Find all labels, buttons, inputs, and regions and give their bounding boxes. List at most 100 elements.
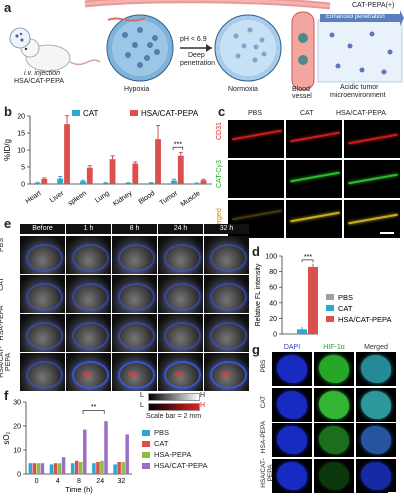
panel-a-letter: a <box>4 0 12 15</box>
injection-label-line1: i.v. injection <box>24 70 61 77</box>
tissue-image <box>314 387 354 422</box>
y-tick-label: 10 <box>13 448 21 455</box>
tissue-image <box>272 352 312 386</box>
x-axis-label: Time (h) <box>65 485 93 494</box>
ultrasound-image <box>66 314 111 352</box>
tissue-image <box>314 352 354 386</box>
normoxia-label: Normoxia <box>228 86 258 93</box>
panel-b-letter: b <box>4 104 12 119</box>
tissue-image <box>356 458 396 493</box>
significance-marker: *** <box>174 141 182 148</box>
hemoglobin-signal <box>82 371 92 377</box>
vessel-signal <box>348 173 398 185</box>
fluorescence-image <box>344 120 400 158</box>
hemoglobin-signal <box>128 371 138 377</box>
y-tick-label: 0 <box>21 182 25 189</box>
bar <box>117 462 121 474</box>
x-tick-label: 4 <box>56 478 60 485</box>
bar <box>79 462 83 474</box>
ultrasound-image <box>20 236 65 274</box>
ultrasound-image <box>204 353 249 391</box>
oxygen-signal <box>118 322 155 350</box>
y-tick-label: 80 <box>269 269 277 276</box>
oxygen-signal <box>72 322 109 350</box>
fluorescence-image <box>344 200 400 238</box>
bar <box>49 464 54 474</box>
oxygen-signal <box>164 283 201 311</box>
bar <box>193 183 200 184</box>
bar <box>41 178 48 184</box>
hemoglobin-signal <box>174 371 184 377</box>
tissue-signal <box>277 426 307 454</box>
enhanced-penetration-label: Enhanced penetration <box>326 14 385 20</box>
oxygen-signal <box>72 244 109 272</box>
x-tick-label: 32 <box>118 478 126 485</box>
vessel-signal <box>290 211 340 223</box>
time-column-label: Before <box>20 224 65 234</box>
x-tick-label: Muscle <box>180 190 202 209</box>
scale-low-2: L <box>140 402 144 409</box>
fluorescence-image <box>286 160 342 198</box>
ultrasound-image <box>204 275 249 313</box>
oxygen-signal <box>26 361 63 389</box>
x-tick-label: Kidney <box>112 190 134 208</box>
bar <box>57 463 62 474</box>
ultrasound-image <box>112 314 157 352</box>
panel-f-chart: 0 10 20 30 sO₂ 0 4 8 24 32 Time (h) ** <box>2 400 132 494</box>
panel-c-col-hsa: HSA/CAT-PEPA <box>336 110 386 117</box>
panel-e-letter: e <box>4 216 12 231</box>
tissue-signal <box>277 461 307 490</box>
scale-bar <box>380 232 394 234</box>
oxygen-signal <box>72 283 109 311</box>
ultrasound-image <box>204 314 249 352</box>
fluorescence-image <box>344 160 400 198</box>
panel-b-chart: 0 5 10 15 20 %ID/g Heart Liver spleen Lung Kidney B… <box>3 109 212 209</box>
legend-swatch <box>130 110 138 116</box>
fluorescence-image <box>228 120 284 158</box>
scale-high-2: H <box>200 402 206 409</box>
legend-label: PBS <box>338 293 353 302</box>
legend-swatch <box>72 110 80 116</box>
y-axis-label: sO₂ <box>2 431 11 444</box>
bar <box>155 139 161 184</box>
bar <box>148 182 155 184</box>
bar <box>177 155 184 184</box>
oxygen-signal <box>26 322 63 350</box>
significance-bracket <box>301 259 314 263</box>
legend-label: CAT <box>154 439 169 448</box>
y-tick-label: 100 <box>265 254 277 261</box>
bar <box>34 182 41 184</box>
vessel-signal <box>348 133 398 145</box>
fluorescence-image <box>228 160 284 198</box>
oxygen-signal <box>118 244 155 272</box>
time-column-label: 8 h <box>112 224 157 234</box>
x-tick-label: Heart <box>24 190 42 206</box>
oxygen-signal <box>210 322 247 350</box>
scale-low-1: L <box>140 392 144 399</box>
oxygen-signal <box>118 283 155 311</box>
bar <box>36 463 41 474</box>
tissue-image <box>272 458 312 493</box>
significance-bracket <box>82 410 105 414</box>
significance-marker: ** <box>91 404 97 411</box>
legend-label: CAT <box>338 304 353 313</box>
y-tick-label: 40 <box>269 300 277 307</box>
legend-label: HSA-PEPA <box>154 450 192 459</box>
vessel-signal <box>290 171 340 183</box>
oxygen-signal <box>210 244 247 272</box>
deep-penetration-line2: penetration <box>180 60 216 67</box>
treatment-row-label: HSA-PEPA <box>260 420 267 454</box>
scale-gradient-hb <box>148 403 200 411</box>
x-tick-label: spleen <box>67 190 88 208</box>
y-tick-label: 10 <box>17 148 25 155</box>
ultrasound-image <box>158 314 203 352</box>
scale-bar-label: Scale bar = 2 mm <box>146 413 202 420</box>
ph-label: pH < 6.9 <box>180 36 207 43</box>
oxygen-signal <box>26 244 63 272</box>
x-tick-label: Lung <box>94 190 111 205</box>
legend-label: HSA/CAT-PEPA <box>154 461 208 470</box>
scale-bar <box>388 492 398 494</box>
oxygen-signal <box>210 283 247 311</box>
oxygen-signal <box>26 283 63 311</box>
